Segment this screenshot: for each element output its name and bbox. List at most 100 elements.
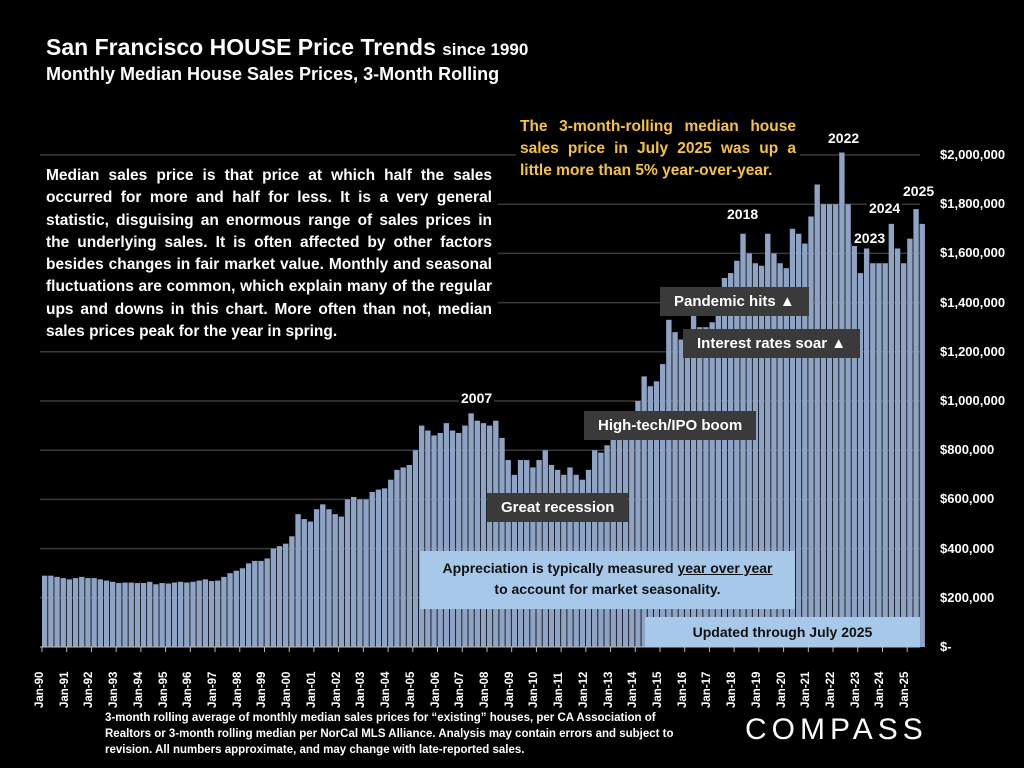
price-bar: [592, 450, 598, 647]
price-bar: [839, 152, 845, 648]
price-bar: [870, 263, 876, 647]
price-bar: [202, 579, 209, 647]
y-tick-label: $600,000: [940, 491, 995, 507]
price-bar: [295, 514, 301, 647]
price-bar: [208, 581, 215, 647]
price-bar: [901, 263, 907, 647]
updated-note: Updated through July 2025: [645, 617, 920, 647]
y-tick-label: $800,000: [940, 442, 995, 458]
x-tick-label: Jan-11: [553, 672, 566, 708]
price-bar: [666, 319, 672, 647]
x-tick-label: Jan-05: [404, 671, 417, 708]
footnote: 3-month rolling average of monthly media…: [105, 712, 674, 756]
price-bar: [684, 337, 691, 647]
price-bar: [221, 576, 227, 647]
label-2024: 2024: [867, 200, 903, 216]
price-bar: [425, 430, 431, 647]
price-bar: [629, 425, 635, 647]
y-tick-label: $1,800,000: [940, 196, 1006, 212]
price-bar: [233, 570, 239, 647]
price-bar: [301, 519, 307, 647]
x-tick-label: Jan-25: [899, 671, 912, 708]
price-bar: [486, 425, 493, 647]
price-bar: [357, 499, 363, 647]
price-bar: [610, 430, 616, 647]
x-tick-label: Jan-21: [800, 671, 813, 708]
price-bar: [876, 263, 882, 647]
price-bar: [283, 543, 289, 647]
price-bar: [709, 322, 715, 647]
price-bar: [777, 263, 783, 647]
price-bar: [542, 450, 548, 647]
x-tick-label: Jan-94: [132, 671, 145, 708]
price-bar: [363, 499, 369, 647]
x-tick-label: Jan-01: [305, 671, 318, 708]
price-bar: [116, 583, 122, 647]
pandemic-label: Pandemic hits ▲: [660, 287, 809, 316]
x-tick-label: Jan-22: [825, 671, 838, 708]
price-bar: [919, 223, 925, 647]
x-tick-label: Jan-93: [108, 671, 121, 708]
y-tick-label: $2,000,000: [940, 147, 1006, 162]
x-tick-label: Jan-91: [58, 671, 71, 708]
price-bar: [400, 467, 406, 647]
label-2022: 2022: [826, 130, 862, 146]
price-bar: [820, 204, 827, 647]
price-bar: [721, 278, 728, 647]
hightech-label: High-tech/IPO boom: [584, 411, 757, 440]
price-bar: [746, 253, 752, 647]
price-bar: [443, 423, 450, 647]
y-tick-label: $1,400,000: [940, 294, 1006, 310]
x-tick-label: Jan-23: [849, 671, 862, 708]
price-bar: [641, 376, 647, 647]
price-bar: [734, 260, 740, 647]
appreciation-note: Appreciation is typically measured year …: [420, 551, 795, 609]
price-bar: [184, 582, 190, 647]
price-bar: [715, 290, 721, 647]
price-bar: [727, 273, 734, 647]
y-tick-label: $-: [940, 639, 952, 654]
price-bar: [771, 253, 777, 647]
label-2018: 2018: [725, 206, 761, 222]
yoy-note: The 3-month-rolling median house sales p…: [516, 116, 800, 182]
x-tick-label: Jan-99: [256, 671, 269, 708]
price-bar: [468, 413, 474, 647]
price-bar: [913, 209, 919, 647]
price-bar: [480, 423, 487, 647]
price-bar: [616, 415, 623, 647]
price-bar: [412, 450, 419, 647]
label-2023: 2023: [852, 230, 888, 246]
x-tick-label: Jan-09: [503, 671, 516, 708]
price-bar: [888, 223, 895, 647]
price-bar: [653, 381, 660, 647]
price-bar: [66, 579, 73, 647]
x-tick-label: Jan-00: [281, 671, 294, 708]
x-tick-label: Jan-24: [874, 671, 887, 708]
price-bar: [418, 425, 425, 647]
x-tick-label: Jan-97: [207, 671, 220, 708]
price-bar: [289, 536, 295, 647]
x-tick-label: Jan-13: [602, 671, 615, 708]
price-bar: [697, 327, 703, 647]
price-bar: [332, 514, 338, 647]
x-tick-label: Jan-90: [34, 671, 46, 708]
price-bar: [91, 578, 97, 647]
price-bar: [622, 413, 629, 647]
page-title: San Francisco HOUSE Price Trends since 1…: [46, 34, 529, 60]
price-bar: [351, 496, 357, 647]
price-bar: [678, 339, 684, 647]
price-bar: [394, 469, 400, 647]
price-bar: [159, 583, 165, 647]
price-bar: [907, 238, 913, 647]
price-bar: [190, 581, 196, 647]
x-tick-label: Jan-15: [652, 671, 664, 708]
price-bar: [894, 248, 901, 648]
price-bar: [604, 445, 610, 647]
price-bar: [388, 479, 394, 647]
price-bar: [276, 546, 283, 647]
x-tick-label: Jan-95: [157, 671, 170, 708]
y-tick-label: $200,000: [940, 589, 995, 605]
price-bar: [320, 504, 326, 647]
price-bar: [54, 576, 60, 647]
